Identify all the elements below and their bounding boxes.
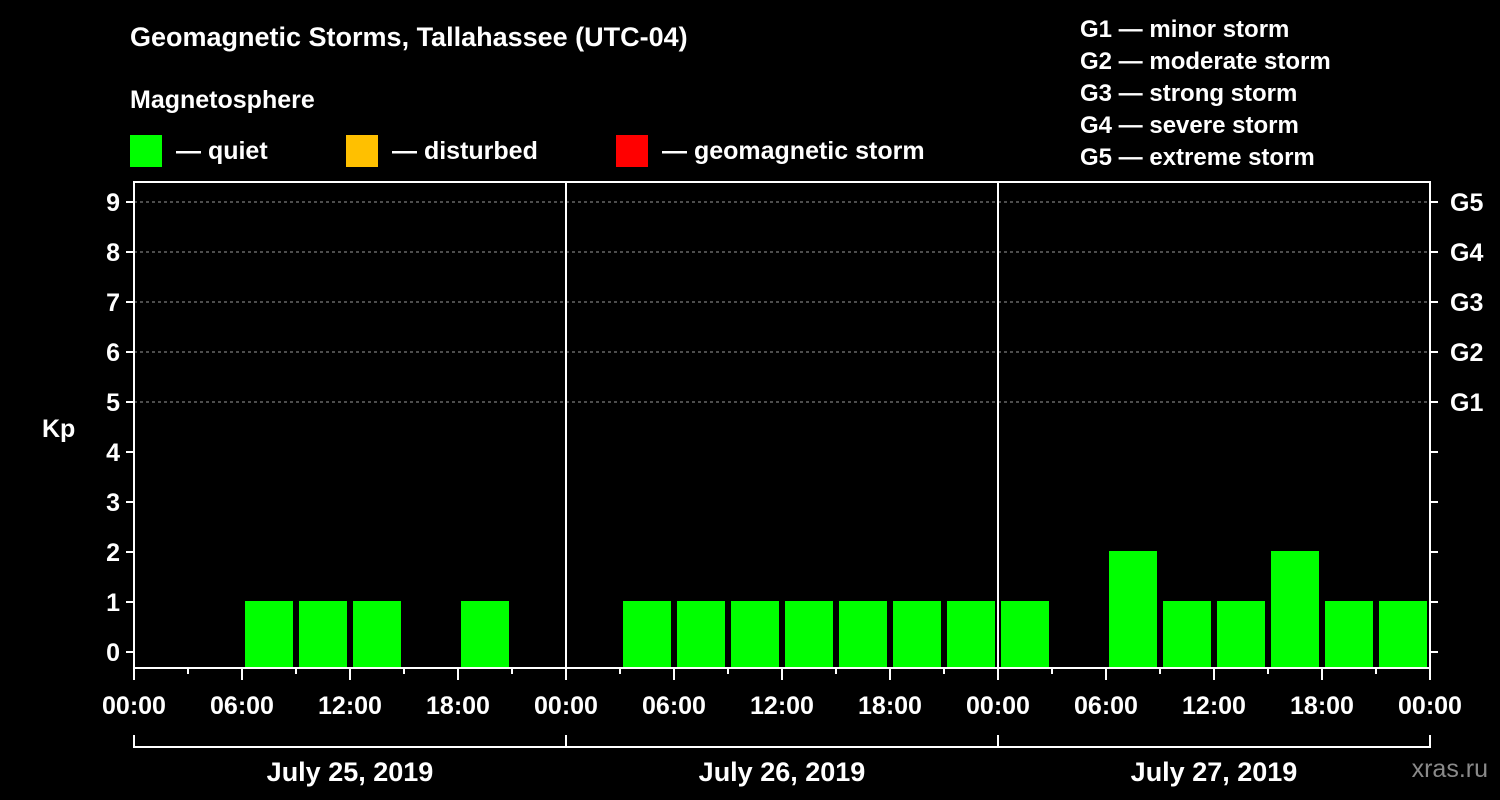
- plot-frame: [133, 181, 1431, 669]
- storm-scale-g2: G2 — moderate storm: [1080, 48, 1331, 75]
- kp-bar-0: [245, 601, 293, 668]
- xtick-label-10: 12:00: [1182, 692, 1246, 720]
- xtick-label-0: 00:00: [102, 692, 166, 720]
- xtick-label-8: 00:00: [966, 692, 1030, 720]
- kp-bar-11: [1001, 601, 1049, 668]
- xtick-label-2: 12:00: [318, 692, 382, 720]
- ytick-label-9: 9: [106, 189, 120, 217]
- day-label-0: July 25, 2019: [267, 757, 434, 787]
- legend-item-disturbed: — disturbed: [346, 134, 538, 168]
- watermark: xras.ru: [1411, 755, 1488, 783]
- kp-bar-10: [947, 601, 995, 668]
- ytick-label-0: 0: [106, 639, 120, 667]
- legend-swatch-disturbed: [346, 135, 378, 167]
- legend-label-quiet: — quiet: [176, 136, 268, 165]
- xtick-label-1: 06:00: [210, 692, 274, 720]
- right-tick-label-g2: G2: [1450, 339, 1483, 367]
- kp-bar-15: [1271, 551, 1319, 668]
- xtick-label-9: 06:00: [1074, 692, 1138, 720]
- kp-bar-9: [893, 601, 941, 668]
- xtick-label-3: 18:00: [426, 692, 490, 720]
- ytick-label-5: 5: [106, 389, 120, 417]
- xtick-label-5: 06:00: [642, 692, 706, 720]
- ytick-label-6: 6: [106, 339, 120, 367]
- kp-bar-7: [785, 601, 833, 668]
- legend-label-storm: — geomagnetic storm: [662, 136, 925, 165]
- legend-swatch-quiet: [130, 135, 162, 167]
- kp-bar-4: [623, 601, 671, 668]
- ytick-label-2: 2: [106, 539, 120, 567]
- ytick-label-3: 3: [106, 489, 120, 517]
- day-label-1: July 26, 2019: [699, 757, 866, 787]
- kp-bar-17: [1379, 601, 1427, 668]
- y-axis-label: Kp: [42, 415, 75, 443]
- right-tick-label-g1: G1: [1450, 389, 1483, 417]
- kp-bar-8: [839, 601, 887, 668]
- kp-bar-14: [1217, 601, 1265, 668]
- storm-scale-list: G1 — minor storm G2 — moderate storm G3 …: [1080, 14, 1331, 174]
- legend-label-disturbed: — disturbed: [392, 136, 538, 165]
- ytick-label-7: 7: [106, 289, 120, 317]
- xtick-label-4: 00:00: [534, 692, 598, 720]
- kp-bar-3: [461, 601, 509, 668]
- day-label-2: July 27, 2019: [1131, 757, 1298, 787]
- ytick-label-4: 4: [106, 439, 120, 467]
- storm-scale-g4: G4 — severe storm: [1080, 112, 1299, 139]
- kp-bar-2: [353, 601, 401, 668]
- xtick-label-7: 18:00: [858, 692, 922, 720]
- chart-subtitle: Magnetosphere: [130, 86, 315, 114]
- ytick-label-1: 1: [106, 589, 120, 617]
- kp-bar-1: [299, 601, 347, 668]
- legend-swatch-storm: [616, 135, 648, 167]
- kp-bar-13: [1163, 601, 1211, 668]
- right-tick-label-g5: G5: [1450, 189, 1483, 217]
- storm-scale-g3: G3 — strong storm: [1080, 80, 1298, 107]
- kp-bar-5: [677, 601, 725, 668]
- kp-bar-12: [1109, 551, 1157, 668]
- kp-bar-16: [1325, 601, 1373, 668]
- legend-item-quiet: — quiet: [130, 134, 268, 168]
- ytick-label-8: 8: [106, 239, 120, 267]
- storm-scale-g1: G1 — minor storm: [1080, 16, 1290, 43]
- storm-scale-g5: G5 — extreme storm: [1080, 144, 1315, 171]
- legend-item-storm: — geomagnetic storm: [616, 134, 925, 168]
- xtick-label-12: 00:00: [1398, 692, 1462, 720]
- xtick-label-6: 12:00: [750, 692, 814, 720]
- xtick-label-11: 18:00: [1290, 692, 1354, 720]
- right-tick-label-g3: G3: [1450, 289, 1483, 317]
- right-tick-label-g4: G4: [1450, 239, 1483, 267]
- kp-bar-6: [731, 601, 779, 668]
- chart-title: Geomagnetic Storms, Tallahassee (UTC-04): [130, 22, 688, 52]
